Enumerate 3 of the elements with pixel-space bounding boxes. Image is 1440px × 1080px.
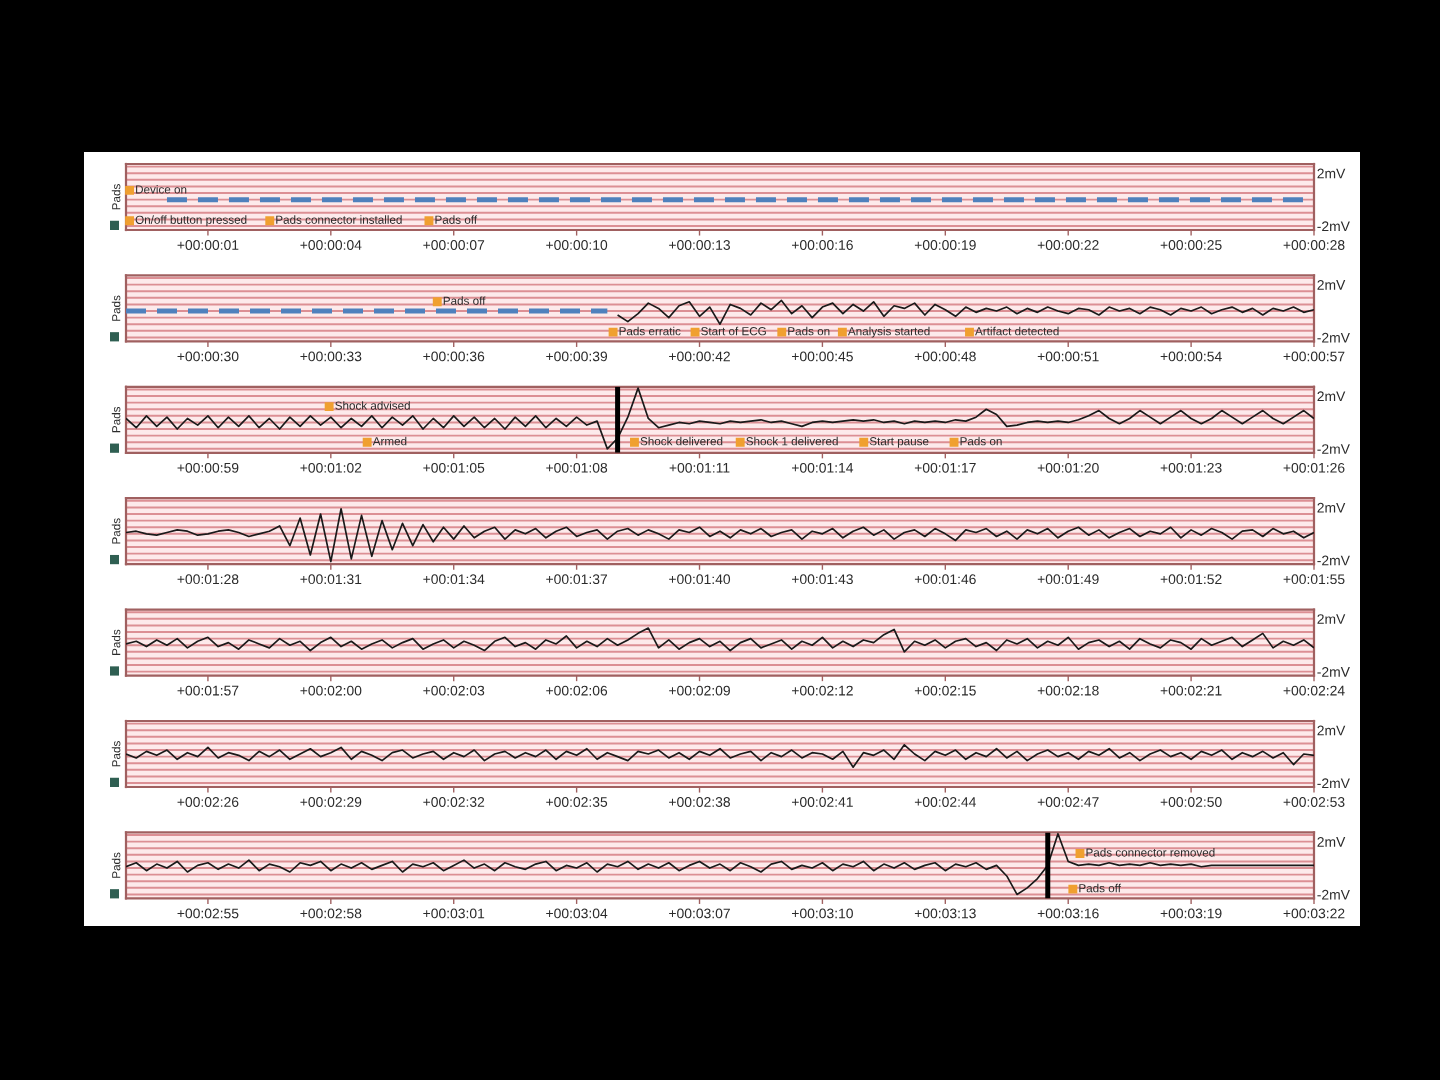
line-series [616, 299, 1314, 326]
line-series [126, 743, 1314, 769]
line-series [126, 627, 1314, 653]
